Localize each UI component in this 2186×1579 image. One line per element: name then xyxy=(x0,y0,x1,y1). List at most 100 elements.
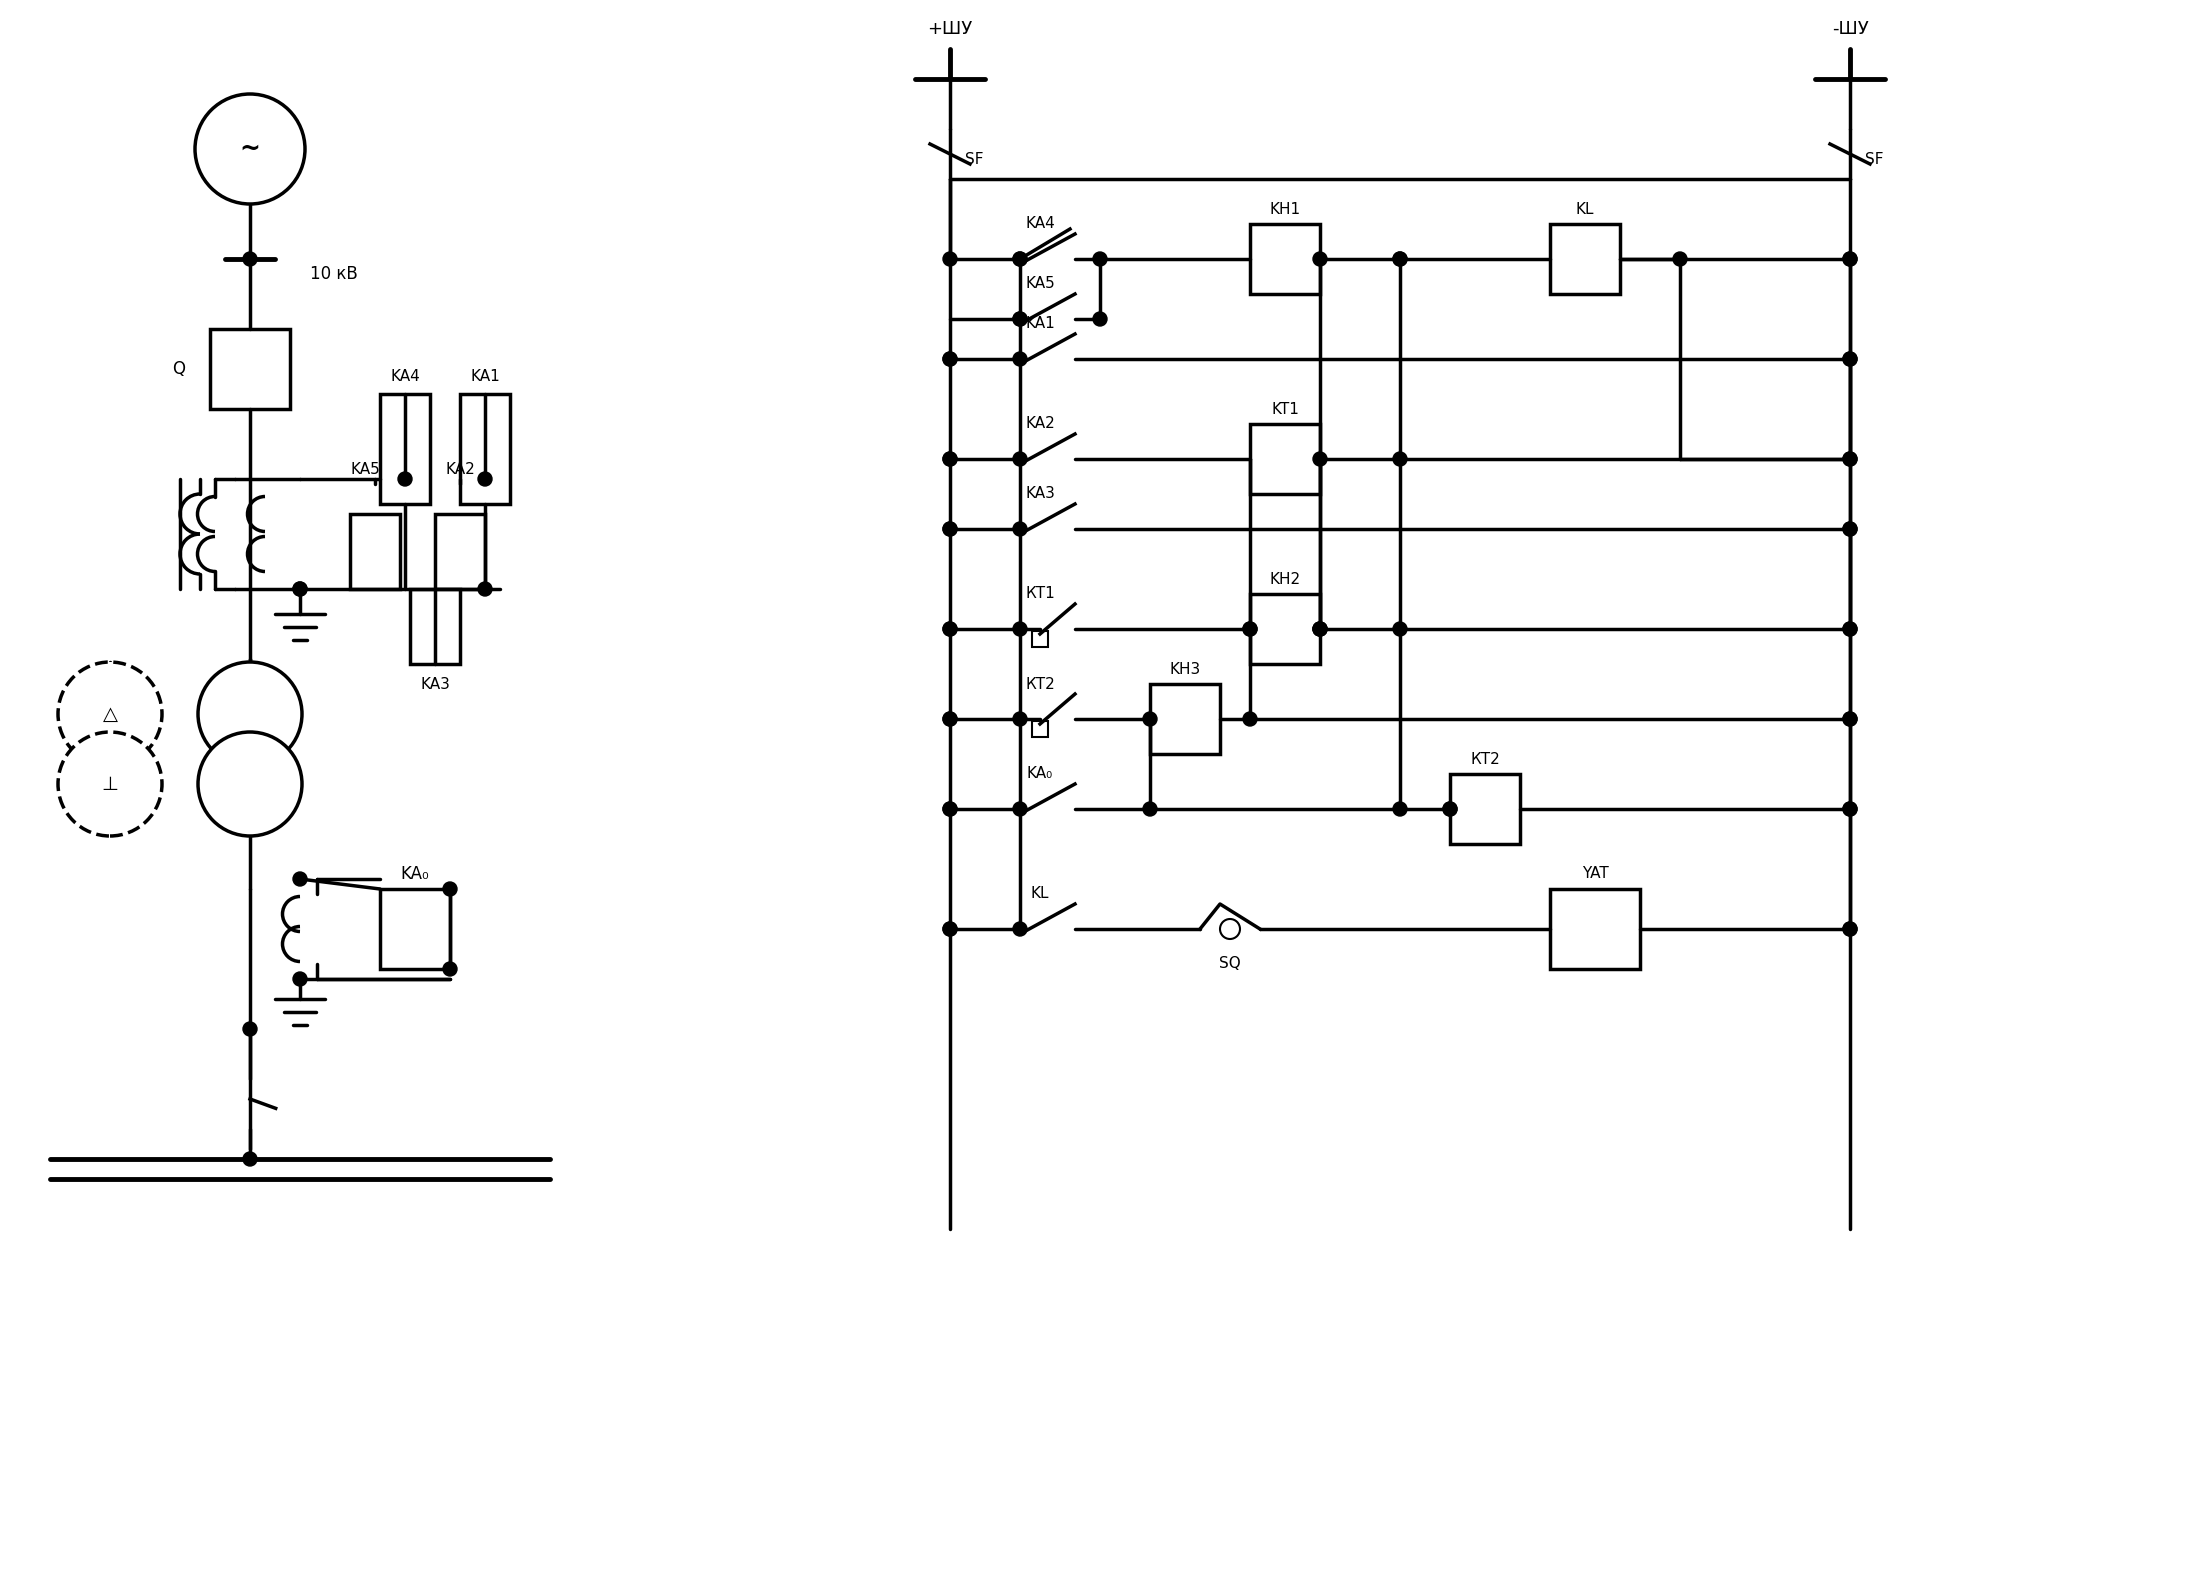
Circle shape xyxy=(1443,802,1458,816)
Text: KT1: KT1 xyxy=(1270,401,1298,417)
Circle shape xyxy=(1843,352,1856,366)
Bar xyxy=(1550,889,1640,970)
Circle shape xyxy=(1843,922,1856,936)
Circle shape xyxy=(199,733,302,835)
Circle shape xyxy=(199,662,302,766)
Bar xyxy=(435,515,485,589)
Text: KL: KL xyxy=(1576,202,1594,216)
Circle shape xyxy=(59,662,162,766)
Circle shape xyxy=(942,922,957,936)
Text: KA3: KA3 xyxy=(420,676,450,692)
Text: KA₀: KA₀ xyxy=(1027,766,1054,782)
Bar xyxy=(210,328,291,409)
Text: KA4: KA4 xyxy=(389,369,420,385)
Circle shape xyxy=(1012,452,1027,466)
Text: ⊥: ⊥ xyxy=(101,775,118,794)
Bar xyxy=(350,515,400,589)
Circle shape xyxy=(1012,352,1027,366)
Circle shape xyxy=(1843,712,1856,726)
Circle shape xyxy=(942,802,957,816)
Circle shape xyxy=(1392,802,1408,816)
Circle shape xyxy=(1244,712,1257,726)
Text: ~: ~ xyxy=(240,137,260,161)
Circle shape xyxy=(1843,253,1856,265)
Circle shape xyxy=(1672,253,1688,265)
Circle shape xyxy=(1843,523,1856,535)
Text: SQ: SQ xyxy=(1220,957,1242,971)
Bar xyxy=(380,395,431,504)
Bar xyxy=(411,589,459,665)
Text: 10 кВ: 10 кВ xyxy=(310,265,359,283)
Text: KA5: KA5 xyxy=(350,461,380,477)
Circle shape xyxy=(1244,622,1257,636)
Circle shape xyxy=(1843,802,1856,816)
Circle shape xyxy=(1392,622,1408,636)
Circle shape xyxy=(1220,919,1239,940)
Text: KL: KL xyxy=(1032,886,1049,902)
Circle shape xyxy=(1012,622,1027,636)
Circle shape xyxy=(444,883,457,895)
Circle shape xyxy=(1314,622,1327,636)
Circle shape xyxy=(942,253,957,265)
Circle shape xyxy=(398,472,411,486)
Text: KA1: KA1 xyxy=(470,369,501,385)
Text: Q: Q xyxy=(173,360,186,377)
Bar xyxy=(1250,224,1320,294)
Circle shape xyxy=(1392,452,1408,466)
Circle shape xyxy=(1012,712,1027,726)
Circle shape xyxy=(1012,253,1027,265)
Circle shape xyxy=(1392,253,1408,265)
Text: KA₀: KA₀ xyxy=(400,865,428,883)
Circle shape xyxy=(942,622,957,636)
Circle shape xyxy=(1314,253,1327,265)
Circle shape xyxy=(942,352,957,366)
Circle shape xyxy=(1843,523,1856,535)
Text: KA2: KA2 xyxy=(1025,417,1056,431)
Circle shape xyxy=(942,352,957,366)
Text: KA5: KA5 xyxy=(1025,276,1056,292)
Text: КТ2: КТ2 xyxy=(1025,676,1056,692)
Bar xyxy=(1032,632,1047,647)
Bar xyxy=(459,395,509,504)
Text: -ШУ: -ШУ xyxy=(1832,21,1869,38)
Bar xyxy=(1150,684,1220,755)
Circle shape xyxy=(444,962,457,976)
Bar xyxy=(1250,594,1320,665)
Circle shape xyxy=(942,712,957,726)
Circle shape xyxy=(1244,622,1257,636)
Circle shape xyxy=(1012,313,1027,325)
Circle shape xyxy=(293,583,306,595)
Circle shape xyxy=(243,1022,258,1036)
Text: YAT: YAT xyxy=(1583,867,1609,881)
Bar xyxy=(1449,774,1519,845)
Circle shape xyxy=(1093,313,1106,325)
Circle shape xyxy=(1392,253,1408,265)
Circle shape xyxy=(293,583,306,595)
Text: KH2: KH2 xyxy=(1270,572,1301,586)
Text: КТ1: КТ1 xyxy=(1025,586,1056,602)
Circle shape xyxy=(942,523,957,535)
Circle shape xyxy=(1143,802,1156,816)
Circle shape xyxy=(1843,253,1856,265)
Circle shape xyxy=(479,583,492,595)
Circle shape xyxy=(942,523,957,535)
Circle shape xyxy=(1443,802,1458,816)
Circle shape xyxy=(293,973,306,985)
Bar xyxy=(1550,224,1620,294)
Text: KA2: KA2 xyxy=(446,461,474,477)
Circle shape xyxy=(293,872,306,886)
Text: КТ2: КТ2 xyxy=(1471,752,1500,766)
Circle shape xyxy=(1843,452,1856,466)
Text: SF: SF xyxy=(1865,152,1884,166)
Circle shape xyxy=(59,733,162,835)
Circle shape xyxy=(1843,922,1856,936)
Text: KA4: KA4 xyxy=(1025,216,1056,232)
Bar xyxy=(380,889,450,970)
Circle shape xyxy=(1843,802,1856,816)
Text: +ШУ: +ШУ xyxy=(927,21,973,38)
Bar xyxy=(1032,722,1047,737)
Text: KH3: KH3 xyxy=(1170,662,1200,676)
Circle shape xyxy=(1314,622,1327,636)
Circle shape xyxy=(1093,253,1106,265)
Circle shape xyxy=(243,253,258,265)
